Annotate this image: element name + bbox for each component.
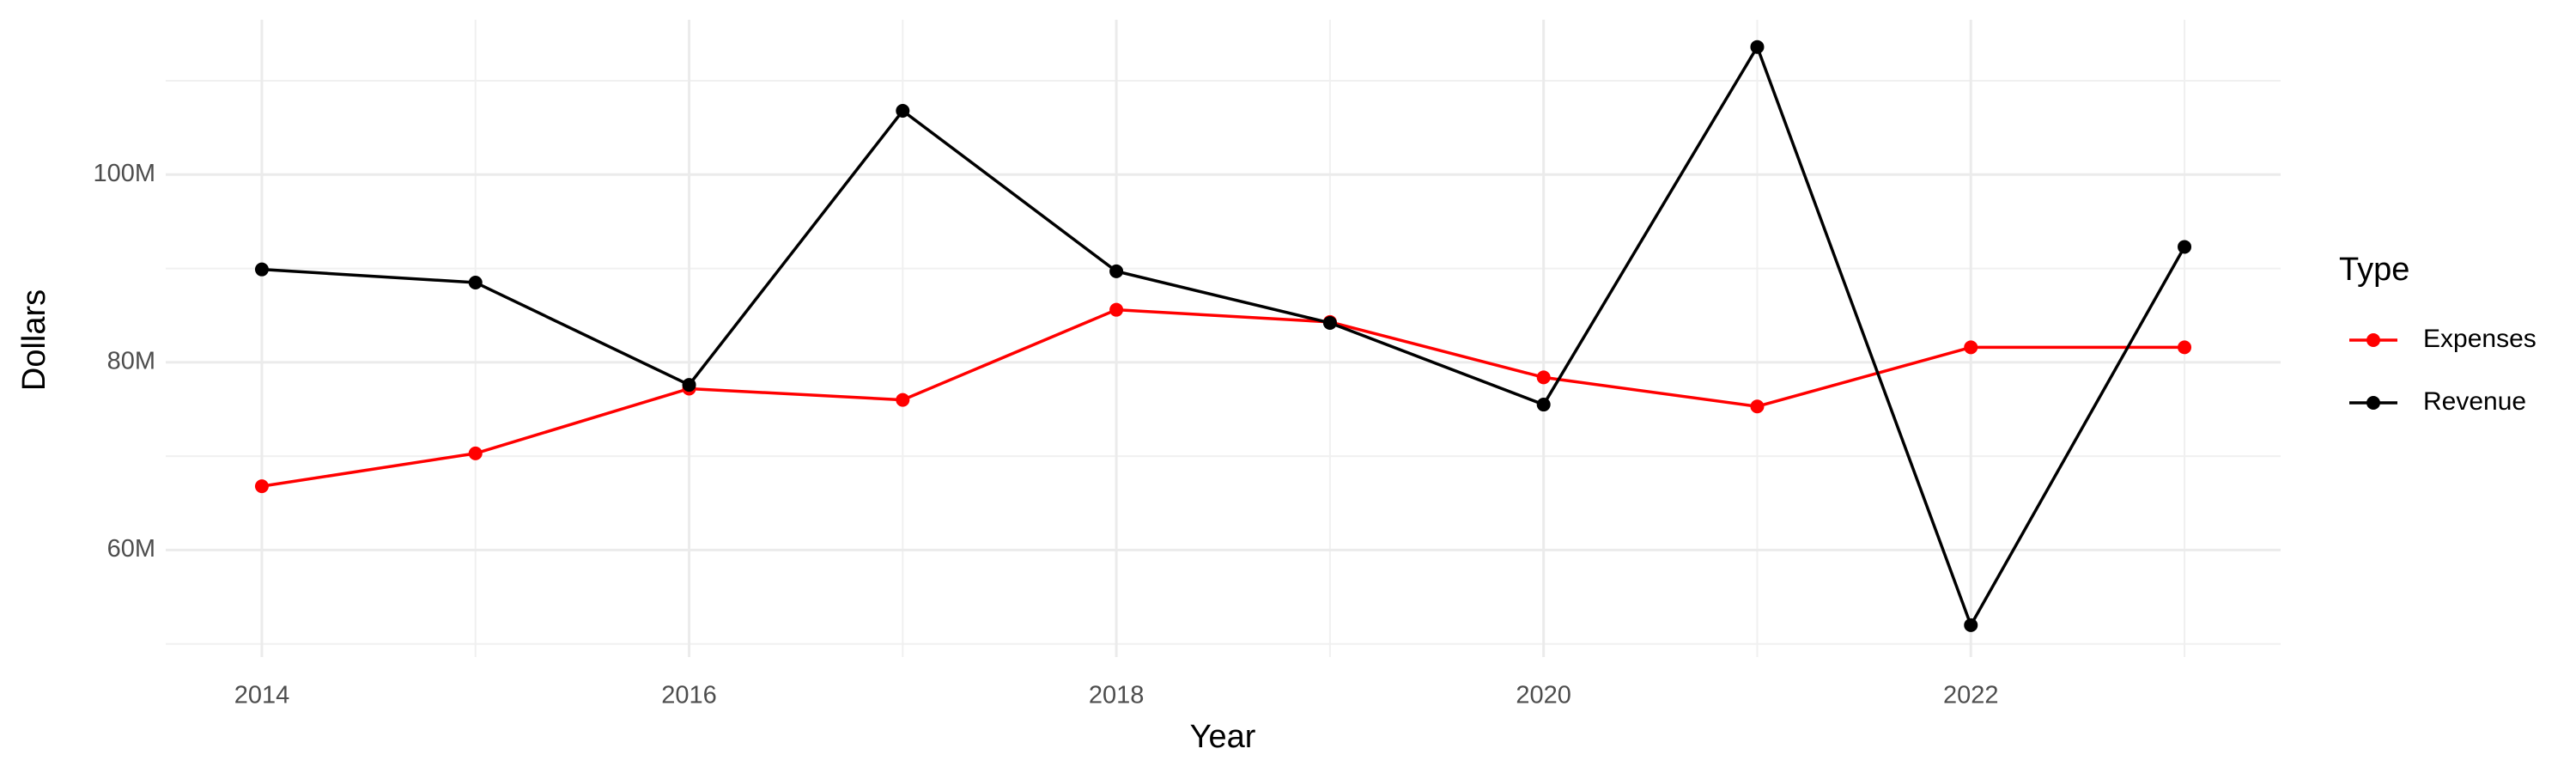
data-point [254,479,269,494]
data-point [468,446,483,460]
x-tick-label: 2014 [234,682,290,709]
data-point [896,104,910,118]
y-tick-label: 100M [93,160,155,187]
series-line [261,43,2186,629]
data-point [1536,398,1551,412]
y-axis-title: Dollars [16,289,52,391]
legend-title: Type [2339,252,2409,288]
y-tick-label: 80M [107,348,155,375]
y-tick-label: 60M [107,535,155,563]
data-point [1750,399,1765,414]
x-tick-label: 2022 [1943,682,1999,709]
data-point [1322,315,1337,330]
data-point [254,262,269,277]
legend-marker [2366,396,2380,410]
legend-label: Expenses [2423,325,2537,353]
x-tick-label: 2020 [1516,682,1571,709]
grid [166,20,2281,657]
data-point [1536,370,1551,385]
x-tick-label: 2018 [1089,682,1145,709]
data-point [1750,40,1765,54]
legend-marker [2366,333,2380,347]
x-axis-title: Year [1190,719,1256,755]
series-line [261,307,2185,488]
data-point [1109,302,1124,317]
data-point [1964,618,1978,632]
data-point [2178,240,2192,254]
data-point [1964,340,1978,355]
data-point [896,393,910,407]
legend-label: Revenue [2423,387,2526,416]
data-point [2178,340,2192,355]
data-point [1109,264,1124,278]
data-point [682,378,696,393]
x-tick-label: 2016 [661,682,717,709]
data-point [468,275,483,289]
